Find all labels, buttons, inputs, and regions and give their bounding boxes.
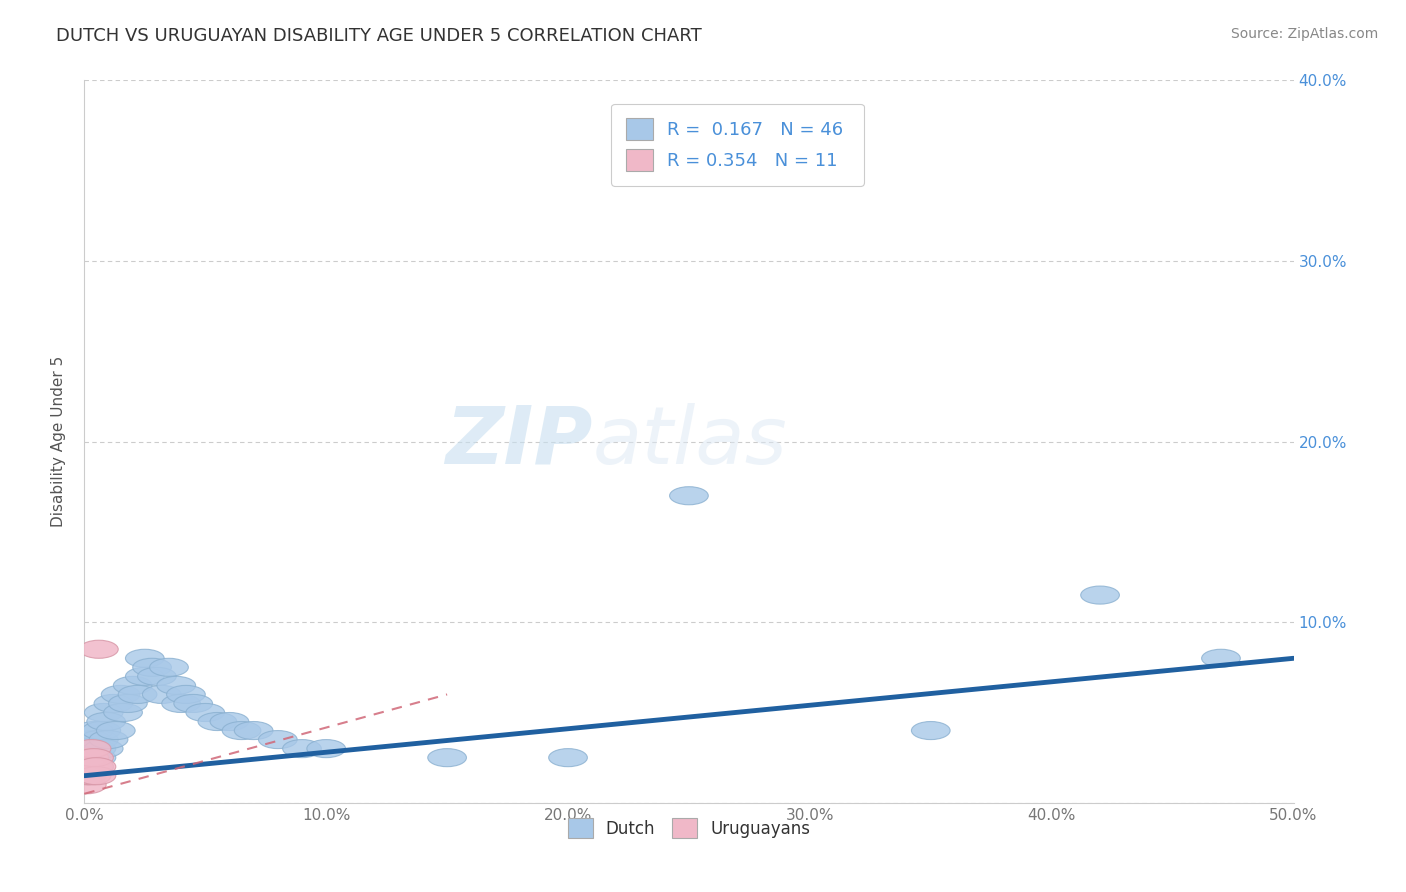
Ellipse shape	[75, 757, 114, 776]
Ellipse shape	[222, 722, 262, 739]
Ellipse shape	[104, 704, 142, 722]
Ellipse shape	[427, 748, 467, 767]
Legend: Dutch, Uruguayans: Dutch, Uruguayans	[561, 812, 817, 845]
Text: DUTCH VS URUGUAYAN DISABILITY AGE UNDER 5 CORRELATION CHART: DUTCH VS URUGUAYAN DISABILITY AGE UNDER …	[56, 27, 702, 45]
Ellipse shape	[162, 694, 201, 713]
Ellipse shape	[174, 694, 212, 713]
Ellipse shape	[77, 767, 115, 785]
Ellipse shape	[259, 731, 297, 748]
Ellipse shape	[70, 757, 108, 776]
Ellipse shape	[89, 731, 128, 748]
Text: Source: ZipAtlas.com: Source: ZipAtlas.com	[1230, 27, 1378, 41]
Ellipse shape	[84, 704, 124, 722]
Ellipse shape	[149, 658, 188, 676]
Y-axis label: Disability Age Under 5: Disability Age Under 5	[51, 356, 66, 527]
Ellipse shape	[108, 694, 148, 713]
Ellipse shape	[186, 704, 225, 722]
Ellipse shape	[142, 685, 181, 704]
Ellipse shape	[67, 767, 105, 785]
Ellipse shape	[94, 694, 132, 713]
Ellipse shape	[166, 685, 205, 704]
Ellipse shape	[70, 757, 108, 776]
Ellipse shape	[77, 748, 115, 767]
Ellipse shape	[132, 658, 172, 676]
Ellipse shape	[80, 640, 118, 658]
Ellipse shape	[72, 767, 111, 785]
Ellipse shape	[118, 685, 157, 704]
Ellipse shape	[87, 713, 125, 731]
Ellipse shape	[198, 713, 236, 731]
Ellipse shape	[75, 757, 114, 776]
Ellipse shape	[235, 722, 273, 739]
Ellipse shape	[97, 722, 135, 739]
Ellipse shape	[138, 667, 176, 685]
Ellipse shape	[77, 739, 115, 757]
Ellipse shape	[75, 722, 114, 739]
Ellipse shape	[67, 776, 105, 794]
Ellipse shape	[669, 487, 709, 505]
Ellipse shape	[209, 713, 249, 731]
Ellipse shape	[1081, 586, 1119, 604]
Text: atlas: atlas	[592, 402, 787, 481]
Ellipse shape	[101, 685, 141, 704]
Ellipse shape	[125, 667, 165, 685]
Ellipse shape	[1202, 649, 1240, 667]
Ellipse shape	[548, 748, 588, 767]
Ellipse shape	[307, 739, 346, 757]
Ellipse shape	[911, 722, 950, 739]
Ellipse shape	[80, 731, 118, 748]
Ellipse shape	[77, 757, 115, 776]
Ellipse shape	[72, 739, 111, 757]
Ellipse shape	[84, 739, 124, 757]
Ellipse shape	[125, 649, 165, 667]
Ellipse shape	[70, 748, 108, 767]
Ellipse shape	[67, 767, 105, 785]
Ellipse shape	[70, 739, 108, 757]
Text: ZIP: ZIP	[444, 402, 592, 481]
Ellipse shape	[75, 748, 114, 767]
Ellipse shape	[72, 748, 111, 767]
Ellipse shape	[157, 676, 195, 694]
Ellipse shape	[82, 722, 121, 739]
Ellipse shape	[114, 676, 152, 694]
Ellipse shape	[72, 731, 111, 748]
Ellipse shape	[283, 739, 322, 757]
